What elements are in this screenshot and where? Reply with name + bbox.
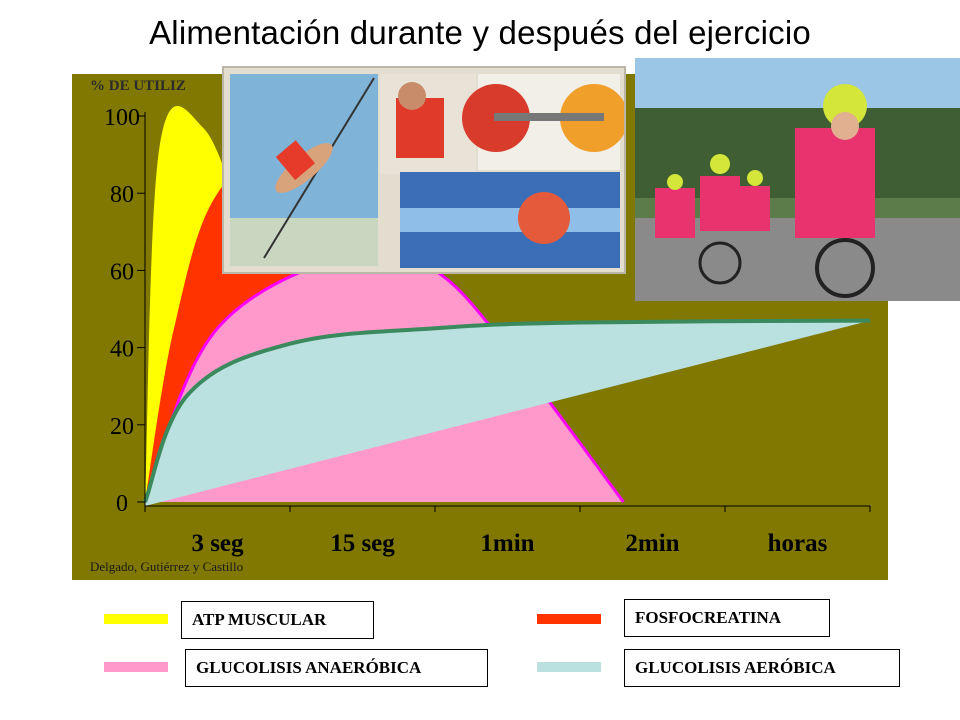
y-axis-title: % DE UTILIZ	[90, 78, 186, 94]
legend-label-fosfocreatina: FOSFOCREATINA	[624, 599, 830, 637]
legend-label-anaerobic: GLUCOLISIS ANAERÓBICA	[185, 649, 488, 687]
x-tick-label: 1min	[480, 530, 534, 557]
legend-label-atp: ATP MUSCULAR	[181, 601, 374, 639]
x-tick-label: 3 seg	[191, 530, 244, 557]
y-tick-label: 100	[104, 105, 140, 131]
sports-collage-illustration	[224, 68, 624, 272]
legend-swatch-anaerobic	[104, 662, 168, 672]
y-tick-label: 0	[116, 491, 128, 517]
page-title: Alimentación durante y después del ejerc…	[149, 14, 811, 51]
legend-label-aerobic-text: GLUCOLISIS AERÓBICA	[635, 658, 836, 677]
sports-collage-image	[222, 66, 626, 274]
y-tick-label: 40	[110, 337, 134, 363]
text-layer: 0 20 40 60 80 100 3 seg 15 seg 1min 2min horas % DE…	[90, 78, 828, 574]
legend-label-atp-text: ATP MUSCULAR	[192, 610, 327, 629]
x-tick-label: 2min	[625, 530, 679, 557]
series-layer	[143, 106, 871, 506]
legend-label-aerobic: GLUCOLISIS AERÓBICA	[624, 649, 900, 687]
axis-layer	[137, 112, 871, 512]
y-tick-label: 60	[110, 259, 134, 285]
series-aerobic-line	[143, 318, 871, 503]
x-tick-label: horas	[768, 530, 828, 557]
chart-credit: Delgado, Gutiérrez y Castillo	[90, 559, 243, 574]
x-tick-label: 15 seg	[330, 530, 395, 557]
legend-swatch-fosfocreatina	[537, 614, 601, 624]
cyclists-image	[635, 58, 960, 301]
y-tick-label: 80	[110, 182, 134, 208]
legend-label-anaerobic-text: GLUCOLISIS ANAERÓBICA	[196, 658, 422, 677]
y-tick-label: 20	[110, 414, 134, 440]
legend-swatch-aerobic	[537, 662, 601, 672]
cyclists-illustration	[635, 58, 960, 301]
legend-swatch-atp	[104, 614, 168, 624]
legend-label-fosfocreatina-text: FOSFOCREATINA	[635, 608, 782, 627]
series-aerobic-area	[145, 320, 870, 506]
